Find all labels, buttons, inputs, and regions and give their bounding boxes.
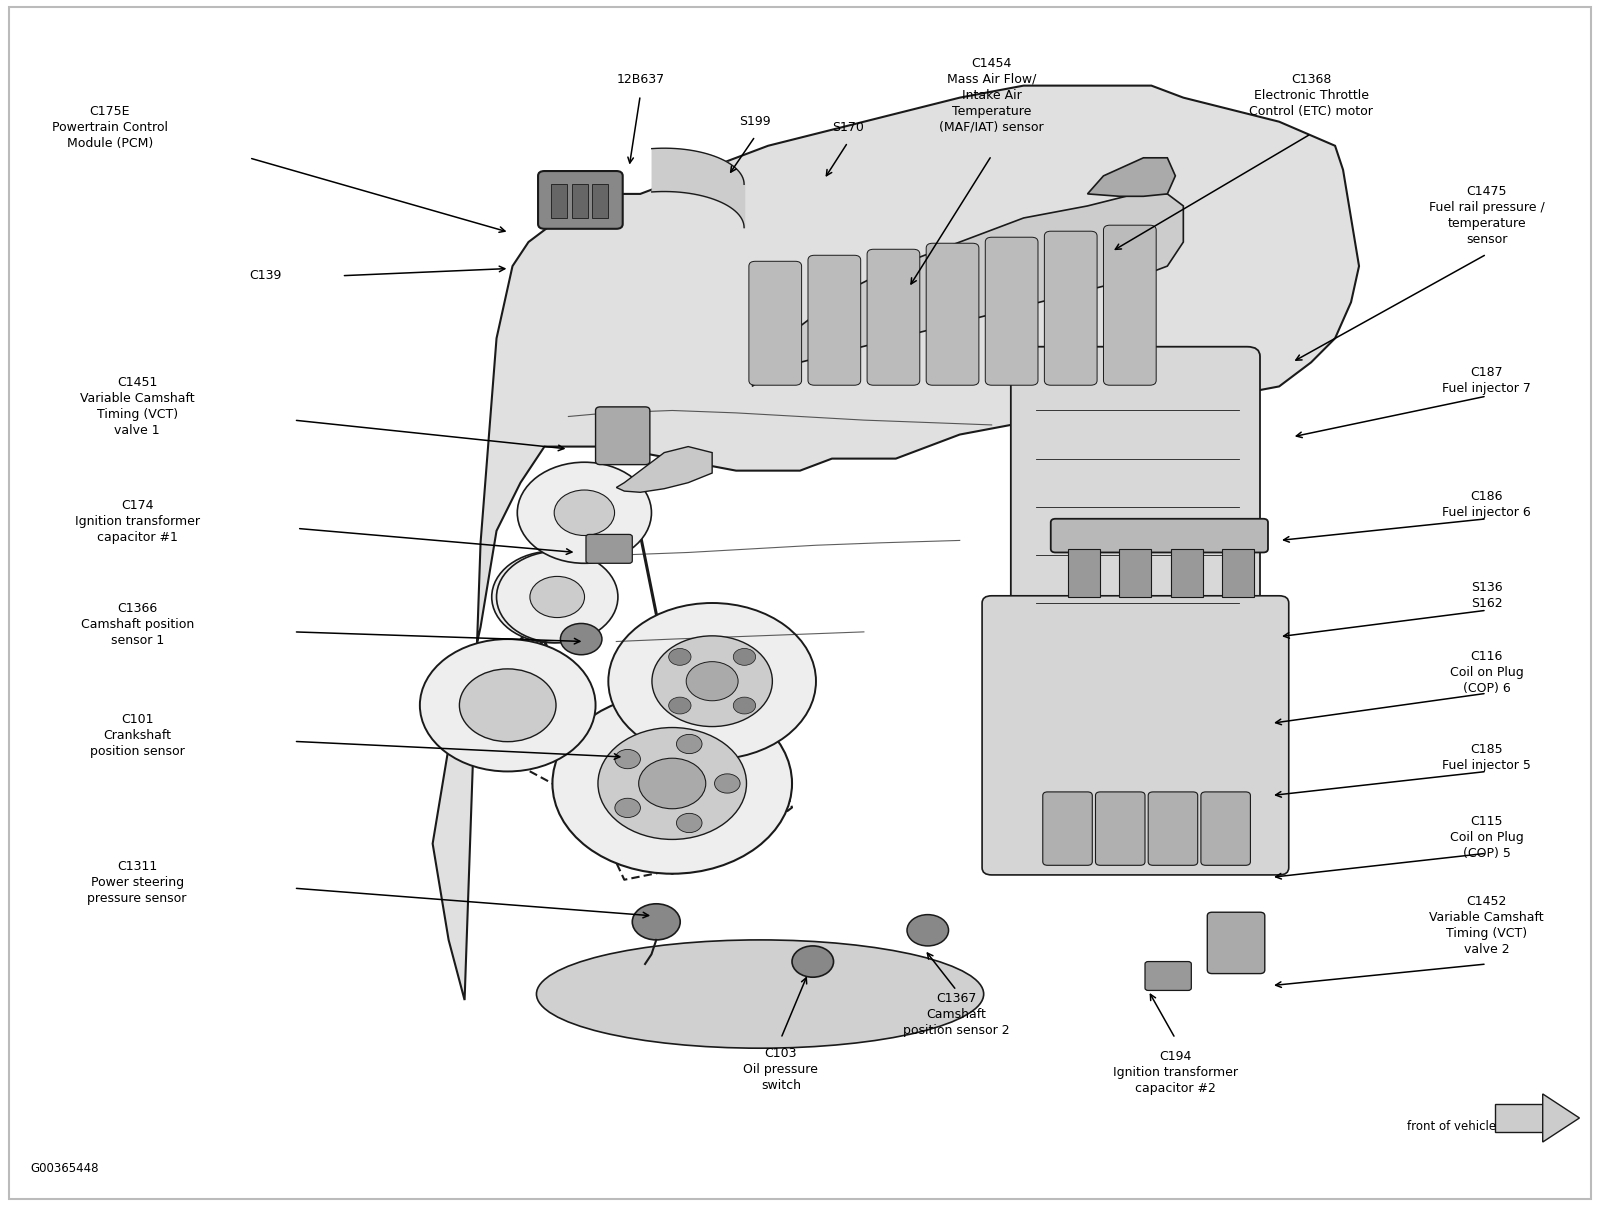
- Circle shape: [491, 551, 613, 643]
- Text: C1451
Variable Camshaft
Timing (VCT)
valve 1: C1451 Variable Camshaft Timing (VCT) val…: [80, 376, 195, 438]
- Circle shape: [530, 576, 584, 617]
- Bar: [550, 185, 566, 218]
- Bar: [1069, 549, 1101, 597]
- Circle shape: [419, 639, 595, 772]
- FancyBboxPatch shape: [1202, 792, 1251, 865]
- Polygon shape: [1542, 1094, 1579, 1142]
- Circle shape: [552, 693, 792, 873]
- Circle shape: [638, 759, 706, 809]
- Circle shape: [632, 903, 680, 939]
- Text: C1454
Mass Air Flow/
Intake Air
Temperature
(MAF/IAT) sensor: C1454 Mass Air Flow/ Intake Air Temperat…: [939, 57, 1043, 134]
- Circle shape: [651, 636, 773, 726]
- Text: S170: S170: [832, 122, 864, 134]
- Circle shape: [614, 749, 640, 768]
- FancyBboxPatch shape: [867, 250, 920, 385]
- FancyBboxPatch shape: [1104, 226, 1157, 385]
- Text: C1367
Camshaft
position sensor 2: C1367 Camshaft position sensor 2: [904, 993, 1010, 1037]
- Polygon shape: [1088, 158, 1176, 197]
- Bar: [1171, 549, 1203, 597]
- Text: C1452
Variable Camshaft
Timing (VCT)
valve 2: C1452 Variable Camshaft Timing (VCT) val…: [1429, 895, 1544, 956]
- Text: G00365448: G00365448: [30, 1163, 99, 1175]
- Circle shape: [669, 649, 691, 666]
- FancyBboxPatch shape: [1146, 961, 1192, 990]
- Text: C115
Coil on Plug
(COP) 5: C115 Coil on Plug (COP) 5: [1450, 815, 1523, 860]
- Text: 12B637: 12B637: [616, 74, 664, 86]
- Circle shape: [677, 734, 702, 754]
- Text: C1475
Fuel rail pressure /
temperature
sensor: C1475 Fuel rail pressure / temperature s…: [1429, 185, 1544, 246]
- Text: C185
Fuel injector 5: C185 Fuel injector 5: [1442, 743, 1531, 772]
- FancyBboxPatch shape: [749, 262, 802, 385]
- Circle shape: [496, 551, 618, 643]
- FancyBboxPatch shape: [1043, 792, 1093, 865]
- Circle shape: [733, 697, 755, 714]
- Text: S136
S162: S136 S162: [1470, 581, 1502, 610]
- Text: C194
Ignition transformer
capacitor #2: C194 Ignition transformer capacitor #2: [1114, 1049, 1238, 1095]
- Circle shape: [907, 914, 949, 946]
- FancyBboxPatch shape: [986, 238, 1038, 385]
- Bar: [592, 185, 608, 218]
- Text: C1368
Electronic Throttle
Control (ETC) motor: C1368 Electronic Throttle Control (ETC) …: [1250, 72, 1373, 118]
- FancyBboxPatch shape: [595, 406, 650, 464]
- Text: C186
Fuel injector 6: C186 Fuel injector 6: [1443, 490, 1531, 519]
- Text: C103
Oil pressure
switch: C103 Oil pressure switch: [744, 1047, 818, 1093]
- Circle shape: [598, 727, 747, 839]
- Circle shape: [608, 603, 816, 760]
- Circle shape: [459, 669, 557, 742]
- Circle shape: [517, 462, 651, 563]
- FancyBboxPatch shape: [586, 534, 632, 563]
- Text: C175E
Powertrain Control
Module (PCM): C175E Powertrain Control Module (PCM): [51, 105, 168, 151]
- FancyBboxPatch shape: [1045, 232, 1098, 385]
- FancyBboxPatch shape: [1011, 346, 1261, 631]
- Text: C101
Crankshaft
position sensor: C101 Crankshaft position sensor: [90, 713, 184, 757]
- Text: front of vehicle: front of vehicle: [1406, 1120, 1496, 1132]
- Circle shape: [677, 813, 702, 832]
- Circle shape: [614, 798, 640, 818]
- FancyBboxPatch shape: [538, 171, 622, 229]
- Text: C187
Fuel injector 7: C187 Fuel injector 7: [1442, 365, 1531, 394]
- FancyBboxPatch shape: [1149, 792, 1198, 865]
- Text: C174
Ignition transformer
capacitor #1: C174 Ignition transformer capacitor #1: [75, 498, 200, 544]
- FancyBboxPatch shape: [982, 596, 1288, 874]
- Polygon shape: [616, 446, 712, 492]
- Polygon shape: [432, 86, 1358, 1000]
- FancyBboxPatch shape: [1051, 519, 1267, 552]
- Circle shape: [733, 649, 755, 666]
- Circle shape: [669, 697, 691, 714]
- Bar: [1222, 549, 1254, 597]
- FancyBboxPatch shape: [1096, 792, 1146, 865]
- Bar: [571, 185, 587, 218]
- FancyBboxPatch shape: [926, 244, 979, 385]
- Circle shape: [792, 946, 834, 977]
- FancyBboxPatch shape: [1208, 912, 1264, 973]
- Ellipse shape: [536, 939, 984, 1048]
- Text: S199: S199: [739, 116, 771, 128]
- FancyBboxPatch shape: [808, 256, 861, 385]
- Circle shape: [686, 662, 738, 701]
- Circle shape: [715, 774, 741, 794]
- Circle shape: [560, 624, 602, 655]
- Text: C139: C139: [250, 269, 282, 282]
- Text: C1366
Camshaft position
sensor 1: C1366 Camshaft position sensor 1: [80, 602, 194, 648]
- Text: C116
Coil on Plug
(COP) 6: C116 Coil on Plug (COP) 6: [1450, 650, 1523, 696]
- FancyBboxPatch shape: [1494, 1103, 1542, 1132]
- Circle shape: [554, 490, 614, 535]
- Bar: [1120, 549, 1152, 597]
- Polygon shape: [752, 194, 1184, 386]
- Text: C1311
Power steering
pressure sensor: C1311 Power steering pressure sensor: [88, 860, 187, 904]
